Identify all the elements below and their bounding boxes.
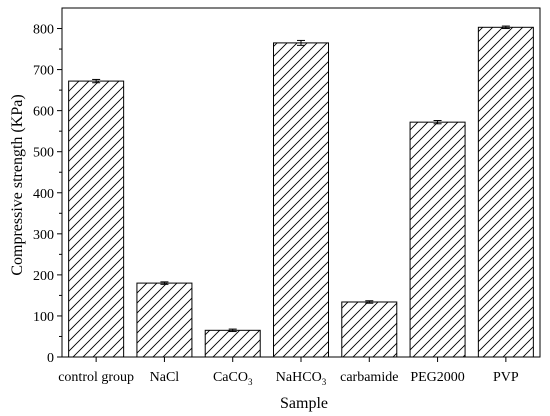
y-tick-label: 100 [33,310,54,325]
y-axis-title: Compressive strength (KPa) [9,94,26,275]
bar-pvp [477,26,534,358]
y-tick-label: 400 [33,187,54,202]
bar-nahco3 [273,42,329,358]
x-tick-label: PEG2000 [410,370,464,385]
x-tick-label: NaCl [150,370,180,385]
y-tick-label: 300 [33,228,54,243]
plot-layer: 0 100 200 300 400 500 600 700 800 control group Na… [33,7,541,387]
bar-control-group [68,80,125,358]
y-tick-label: 500 [33,146,54,161]
bar-peg2000 [409,121,466,358]
y-tick-label: 700 [33,64,54,79]
y-tick-label: 800 [33,23,54,38]
y-tick-label: 600 [33,105,54,120]
x-tick-label: PVP [493,370,519,385]
bar-nacl [136,282,193,358]
y-tick-label: 200 [33,269,54,284]
x-tick-label: control group [58,370,134,385]
x-tick-label: CaCO3 [213,370,253,387]
x-tick-label: carbamide [340,370,398,385]
x-tick-label: NaHCO3 [276,370,327,387]
bar-caco3 [204,329,261,358]
y-tick-label: 0 [47,351,54,366]
bar-carbamide [341,301,398,358]
x-axis-title: Sample [280,395,328,412]
